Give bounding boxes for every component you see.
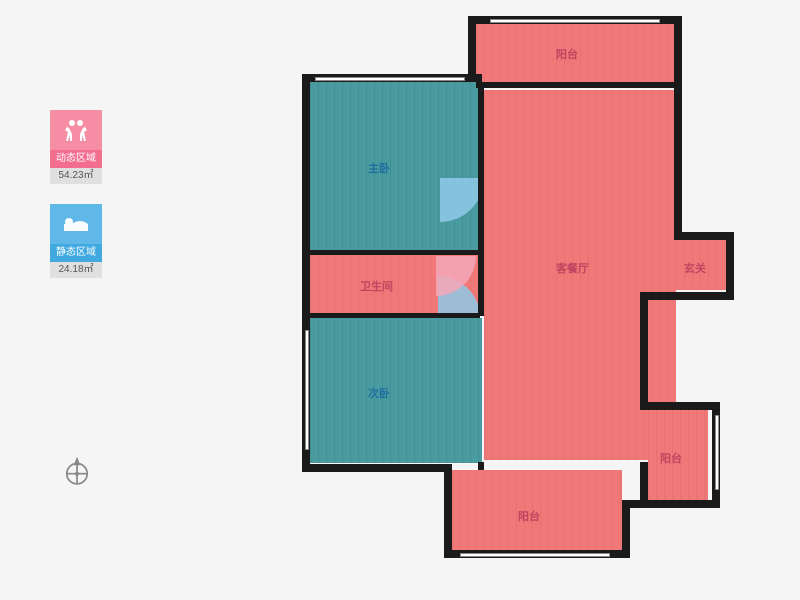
wall-2	[302, 464, 452, 472]
window-3	[460, 553, 610, 557]
room-second_bed	[310, 318, 482, 463]
wall-13	[674, 16, 682, 240]
wall-11	[726, 232, 734, 300]
wall-5	[622, 500, 630, 558]
wall-20	[640, 462, 648, 502]
legend-static: 静态区域 24.18㎡	[50, 204, 102, 278]
wall-12	[674, 232, 734, 240]
legend-panel: 动态区域 54.23㎡ 静态区域 24.18㎡	[50, 110, 102, 298]
legend-static-value: 24.18㎡	[50, 262, 102, 278]
wall-21	[476, 82, 676, 88]
room-master_bed	[310, 82, 482, 252]
wall-6	[622, 500, 720, 508]
wall-18	[310, 313, 480, 318]
window-0	[490, 19, 660, 23]
window-4	[715, 415, 719, 490]
wall-9	[640, 292, 648, 410]
room-balcony_right	[648, 410, 708, 500]
people-icon	[50, 110, 102, 150]
legend-static-label: 静态区域	[50, 244, 102, 262]
room-balcony_bottom	[452, 470, 622, 550]
compass-icon	[60, 455, 94, 489]
legend-dynamic: 动态区域 54.23㎡	[50, 110, 102, 184]
legend-dynamic-value: 54.23㎡	[50, 168, 102, 184]
sleep-icon	[50, 204, 102, 244]
wall-10	[640, 292, 734, 300]
wall-17	[310, 250, 480, 255]
wall-16	[478, 82, 484, 316]
floorplan: 阳台主卧客餐厅玄关卫生间次卧阳台阳台	[260, 10, 760, 585]
wall-15	[468, 16, 476, 82]
window-1	[315, 77, 465, 81]
window-2	[305, 330, 309, 450]
wall-8	[640, 402, 720, 410]
room-balcony_top	[476, 24, 676, 82]
wall-19	[478, 462, 484, 470]
room-entrance	[676, 240, 726, 290]
wall-3	[444, 464, 452, 558]
legend-dynamic-label: 动态区域	[50, 150, 102, 168]
